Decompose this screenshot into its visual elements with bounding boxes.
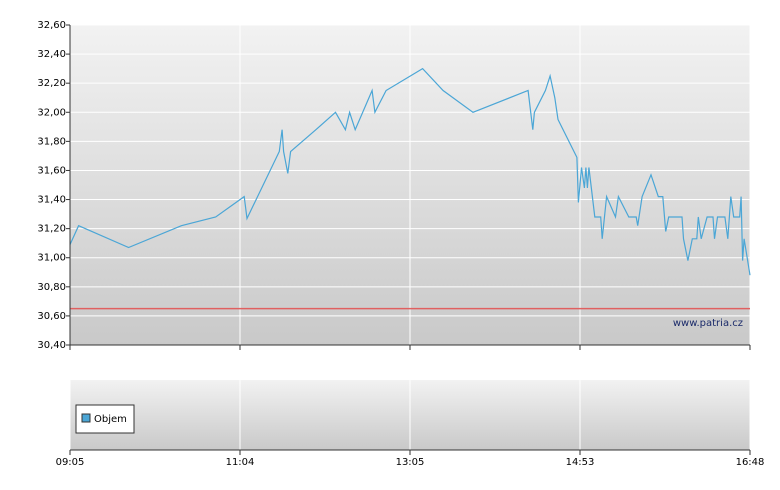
watermark: www.patria.cz — [673, 318, 743, 329]
legend-swatch — [81, 413, 91, 423]
y-tick-label: 31,60 — [37, 165, 66, 176]
y-tick-label: 31,80 — [37, 136, 66, 147]
x-tick-label: 16:48 — [736, 457, 765, 468]
x-tick-label: 09:05 — [56, 457, 85, 468]
y-tick-label: 31,00 — [37, 253, 66, 264]
x-tick-label: 11:04 — [226, 457, 255, 468]
legend-label: Objem — [94, 414, 127, 425]
y-tick-label: 31,40 — [37, 195, 66, 206]
y-tick-label: 30,80 — [37, 282, 66, 293]
x-tick-label: 13:05 — [396, 457, 425, 468]
y-tick-label: 31,20 — [37, 224, 66, 235]
y-tick-label: 32,60 — [37, 20, 66, 31]
price-line — [69, 67, 751, 276]
y-tick-label: 32,00 — [37, 107, 66, 118]
x-tick-label: 14:53 — [566, 457, 595, 468]
y-tick-label: 32,20 — [37, 78, 66, 89]
y-tick-label: 30,40 — [37, 340, 66, 351]
y-tick-label: 32,40 — [37, 49, 66, 60]
y-tick-label: 30,60 — [37, 311, 66, 322]
